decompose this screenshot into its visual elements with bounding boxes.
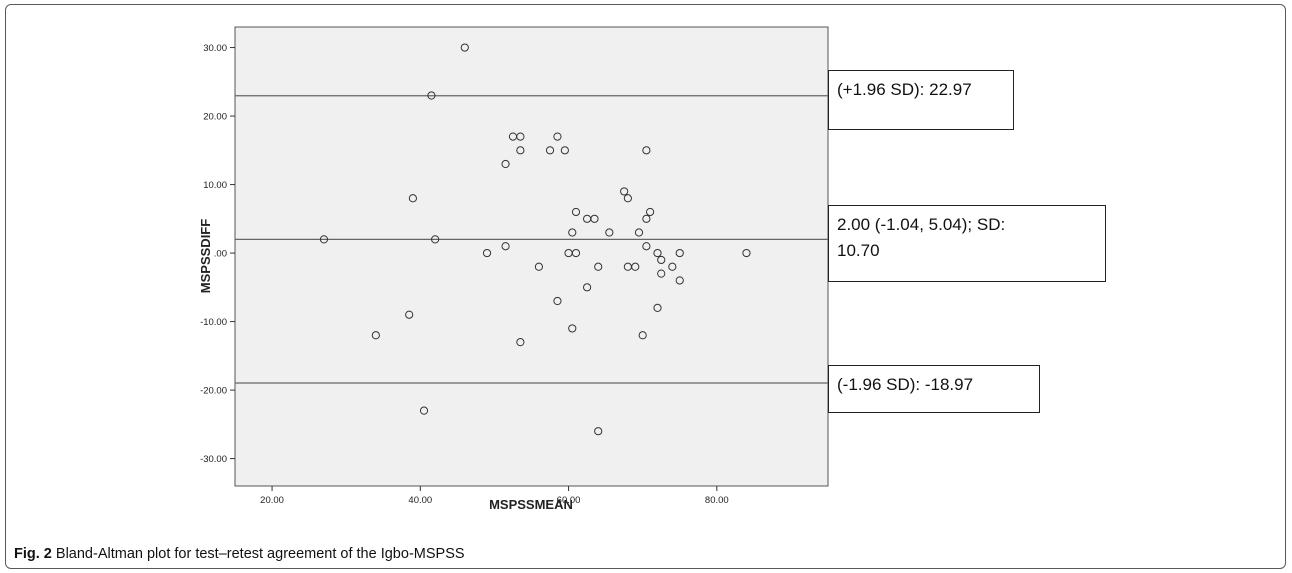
x-tick-label: 80.00 [705,495,729,506]
y-tick-label: -10.00 [200,317,227,328]
data-point [516,338,525,347]
data-point [501,242,510,251]
figure-caption: Fig. 2 Bland-Altman plot for test–retest… [14,546,465,562]
data-point [571,248,581,258]
data-point [668,262,677,271]
x-tick-label: 60.00 [557,495,581,506]
data-point [642,146,651,155]
data-point [371,331,380,340]
data-point [516,132,525,141]
mean-difference-text-line2: 10.70 [837,241,880,260]
plot-area [234,26,829,487]
data-point [631,262,640,271]
x-tick-label: 20.00 [260,495,284,506]
lower-limit-text: (-1.96 SD): -18.97 [837,375,974,394]
data-point [594,427,603,436]
data-point [623,194,632,203]
data-point [675,248,684,258]
caption-text: Bland-Altman plot for test–retest agreem… [51,546,465,562]
data-point [568,324,577,333]
data-point [582,283,592,292]
y-tick-label: 10.00 [203,180,227,191]
data-point [742,248,751,258]
data-point [405,310,414,319]
data-point [516,146,525,155]
data-point [590,214,599,223]
data-point [431,235,440,244]
data-point [657,269,666,278]
upper-limit-annotation: (+1.96 SD): 22.97 [828,70,1014,130]
lower-limit-annotation: (-1.96 SD): -18.97 [828,365,1040,413]
data-point [460,43,469,52]
data-point [646,207,655,217]
data-point [568,228,577,237]
x-axis-title: MSPSSMEAN [489,497,573,512]
data-point [638,331,647,340]
figure-frame [5,4,1286,569]
y-axis-ticks: 30.00 20.00 10.00 .00 -10.00 -20.00 -30.00 [200,43,235,465]
data-point [501,159,510,169]
data-point [634,228,644,237]
y-tick-label: .00 [214,249,227,260]
mean-difference-annotation: 2.00 (-1.04, 5.04); SD: 10.70 [828,205,1106,282]
figure-label: Fig. 2 [14,546,52,562]
data-point [534,262,544,271]
data-point [553,132,562,141]
data-point [620,187,629,196]
x-tick-label: 40.00 [408,495,432,506]
data-point [594,262,603,271]
data-point [653,248,662,258]
data-point [408,194,417,203]
data-point [553,296,562,306]
data-point [642,214,651,223]
mean-difference-text-line1: 2.00 (-1.04, 5.04); SD: [837,215,1006,234]
data-point [642,242,651,251]
x-axis-ticks: 20.00 40.00 60.00 80.00 [260,486,729,506]
data-point [657,255,666,265]
y-tick-label: 20.00 [203,112,227,123]
data-point [605,228,614,237]
data-point [675,276,684,285]
data-points [319,43,751,436]
data-point [653,303,662,312]
data-point [571,207,581,217]
y-axis-title: MSPSSDIFF [198,219,213,293]
y-tick-label: -20.00 [200,386,227,397]
reference-lines [235,95,828,384]
y-tick-label: 30.00 [203,43,227,54]
data-point [482,248,492,258]
data-point [545,146,555,155]
data-point [419,406,429,415]
data-point [427,91,436,100]
data-point [319,235,329,244]
upper-limit-text: (+1.96 SD): 22.97 [837,80,972,99]
y-tick-label: -30.00 [200,454,227,465]
data-point [560,146,569,155]
